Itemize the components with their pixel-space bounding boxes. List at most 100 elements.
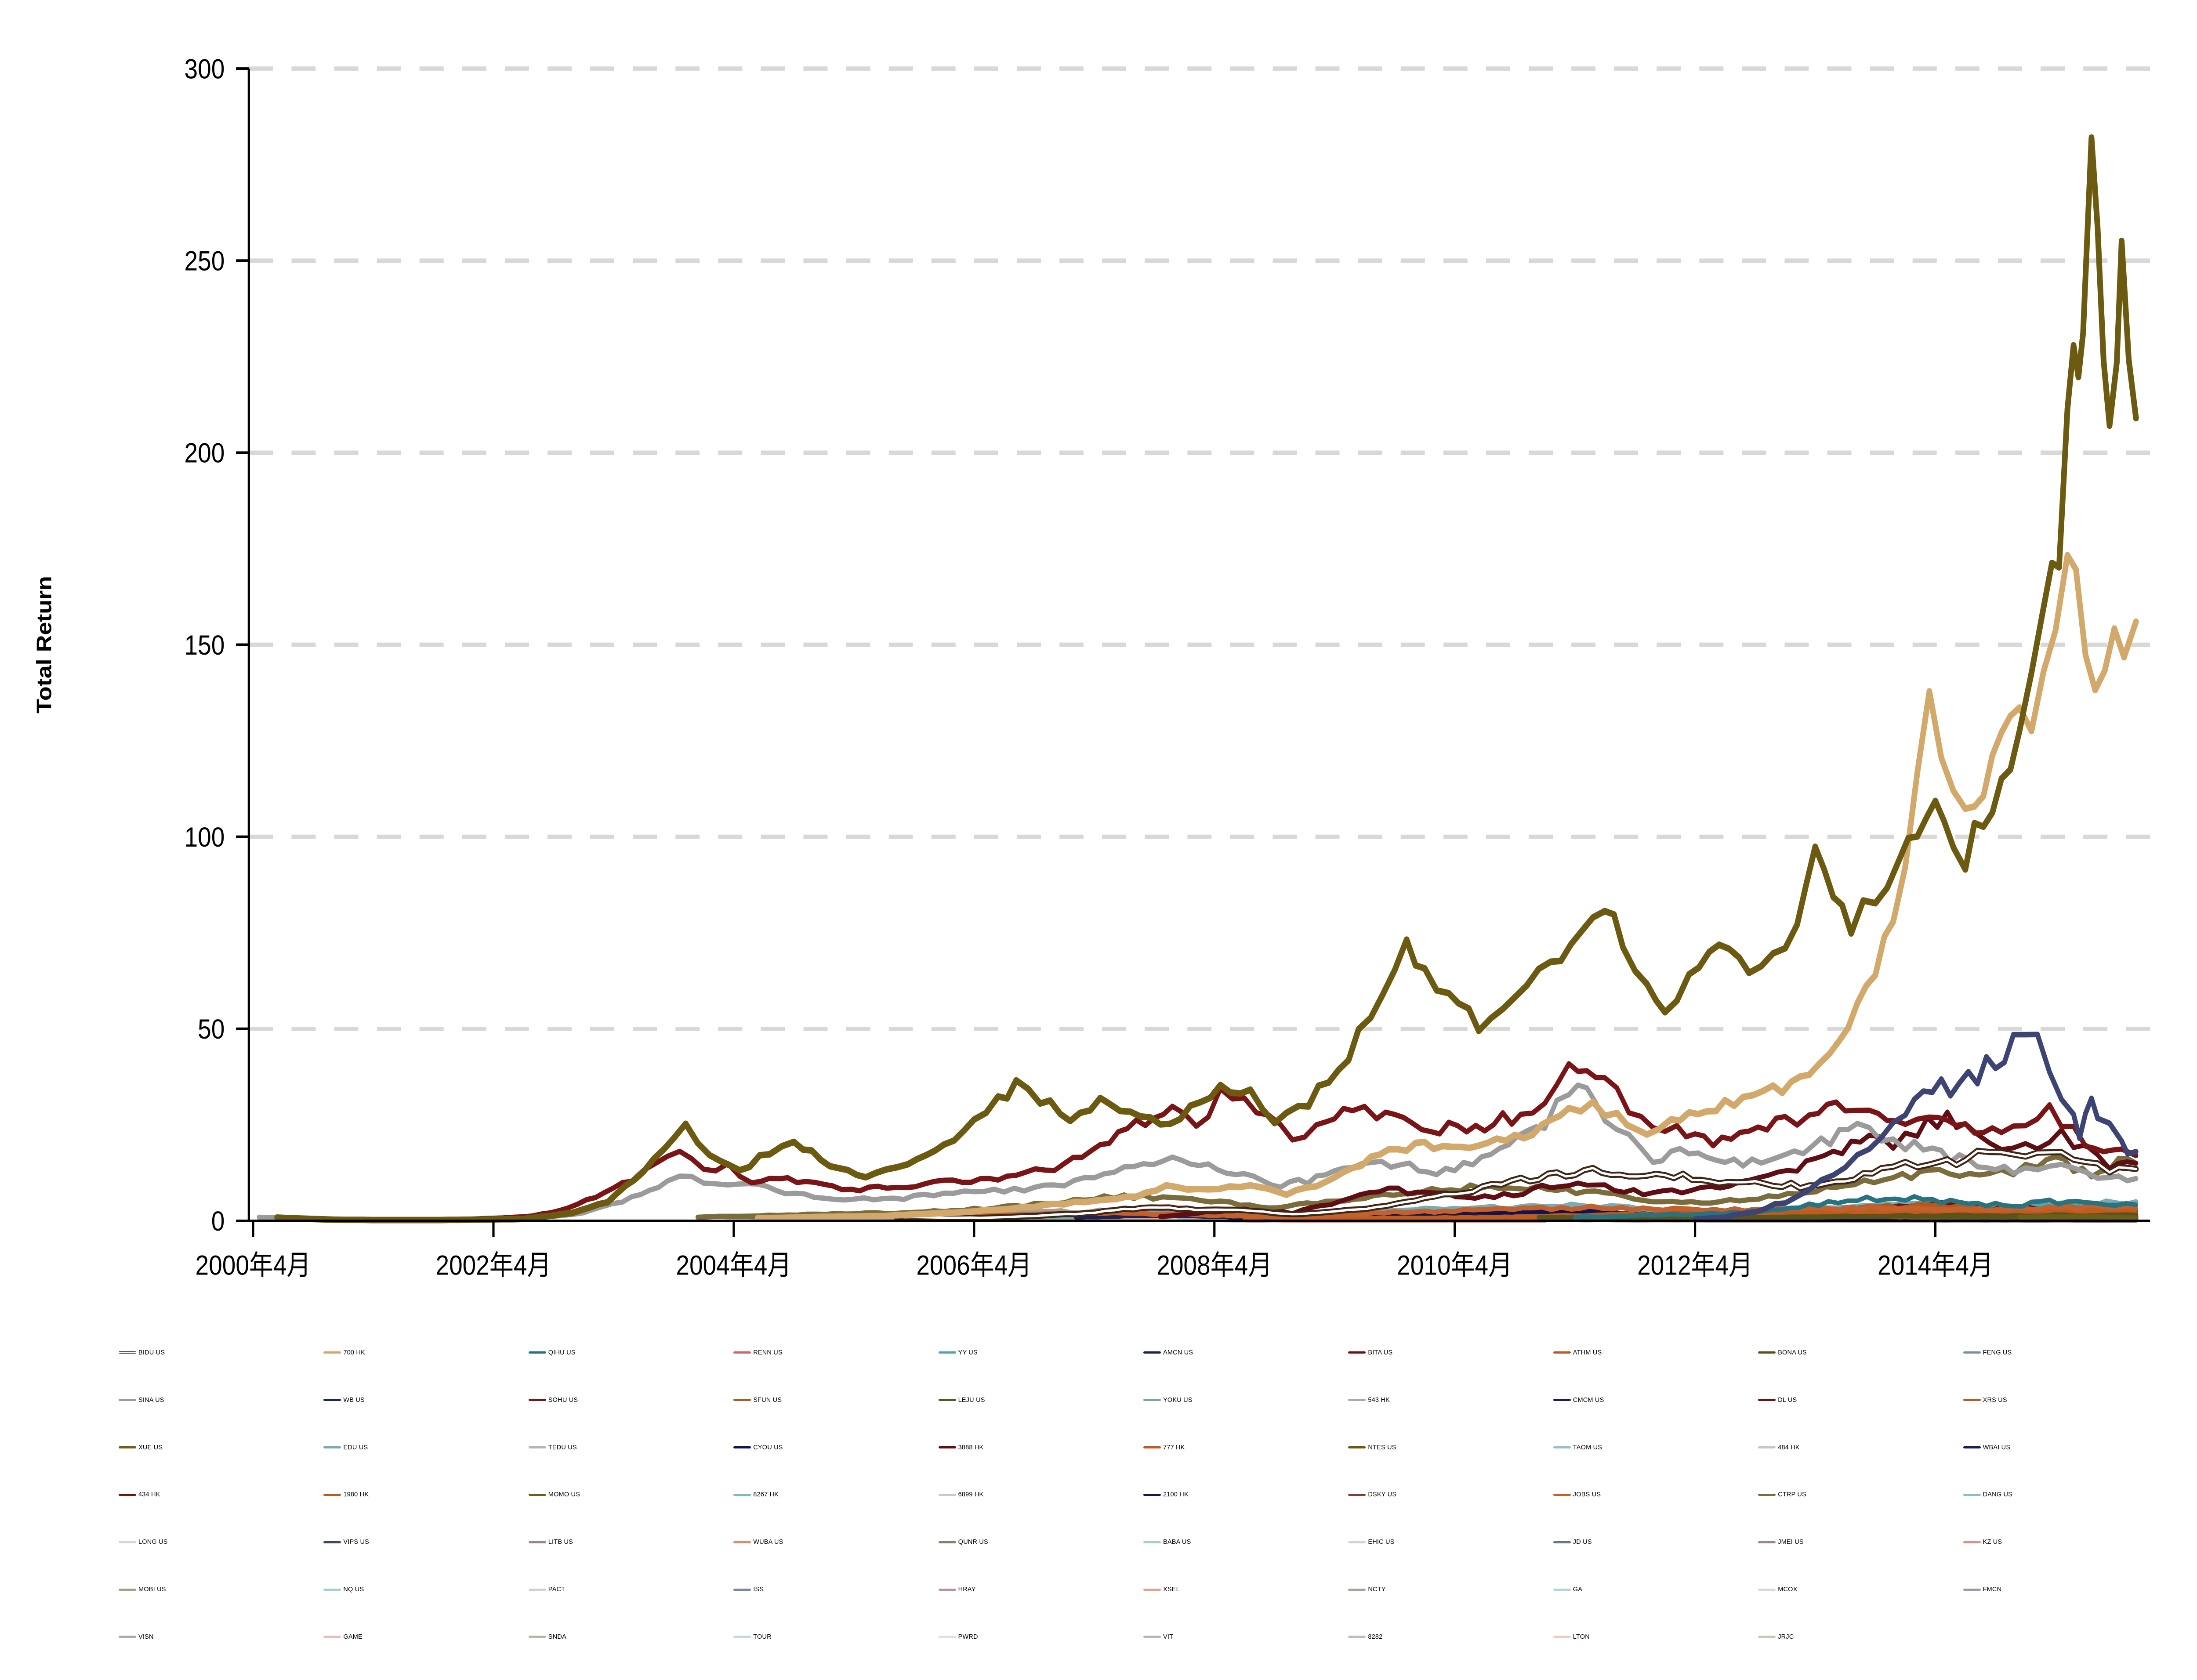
legend-item-wb-us: WB US xyxy=(323,1382,526,1419)
legend-item-wbai-us: WBAI US xyxy=(1963,1429,2166,1466)
legend-label: 1980 HK xyxy=(343,1491,369,1499)
x-tick-label: 2004年4月 xyxy=(676,1249,791,1281)
total-return-chart: 0 50 100 150 200 250 300 2000年4月 2002年4月 2004年4月 2… xyxy=(33,53,2150,1281)
legend-swatch-icon xyxy=(1143,1351,1161,1354)
x-tick-label: 2010年4月 xyxy=(1397,1249,1512,1281)
legend-item-cmcm-us: CMCM US xyxy=(1553,1382,1756,1419)
legend-swatch-icon xyxy=(1963,1493,1981,1496)
legend-item-feng-us: FENG US xyxy=(1963,1334,2166,1371)
legend-item-sina-us: SINA US xyxy=(119,1382,322,1419)
legend-swatch-icon xyxy=(1143,1399,1161,1401)
legend-label: XRS US xyxy=(1983,1396,2007,1404)
legend-swatch-icon xyxy=(1348,1351,1366,1354)
series-line-700-hk xyxy=(755,552,2139,1222)
legend-label: QUNR US xyxy=(958,1539,988,1546)
y-tick-label: 300 xyxy=(185,53,225,84)
legend-label: XSEL xyxy=(1163,1586,1180,1593)
series-line-qihu-us xyxy=(1573,1194,2138,1220)
legend-item-jrjc: JRJC xyxy=(1758,1618,1961,1655)
legend-label: SFUN US xyxy=(753,1396,782,1404)
legend-label: EHIC US xyxy=(1368,1539,1395,1546)
legend-item-jmei-us: JMEI US xyxy=(1758,1524,1961,1561)
legend-item-vips-us: VIPS US xyxy=(323,1524,526,1561)
legend-label: WUBA US xyxy=(753,1539,783,1546)
legend-item-leju-us: LEJU US xyxy=(938,1382,1142,1419)
legend-item-777-hk: 777 HK xyxy=(1143,1429,1346,1466)
legend-swatch-icon xyxy=(1963,1541,1981,1543)
legend-item-kz-us: KZ US xyxy=(1963,1524,2166,1561)
legend-swatch-icon xyxy=(119,1351,136,1354)
legend-label: MOMO US xyxy=(548,1491,580,1499)
legend-item-tour: TOUR xyxy=(733,1618,936,1655)
legend-label: LTON xyxy=(1573,1633,1590,1640)
legend-label: GA xyxy=(1573,1586,1583,1593)
legend-item-iss: ISS xyxy=(733,1571,936,1608)
legend-swatch-icon xyxy=(1553,1446,1571,1449)
legend-swatch-icon xyxy=(323,1541,341,1543)
legend-label: 484 HK xyxy=(1778,1444,1800,1451)
legend-swatch-icon xyxy=(1553,1399,1571,1401)
legend-item-ntes-us: NTES US xyxy=(1348,1429,1551,1466)
legend-swatch-icon xyxy=(528,1399,546,1401)
legend-swatch-icon xyxy=(1553,1541,1571,1543)
legend-label: BITA US xyxy=(1368,1349,1393,1356)
legend-swatch-icon xyxy=(1758,1446,1776,1449)
legend-item-sohu-us: SOHU US xyxy=(528,1382,732,1419)
legend-label: LITB US xyxy=(548,1539,573,1546)
legend-label: SOHU US xyxy=(548,1396,578,1404)
legend-swatch-icon xyxy=(1348,1588,1366,1591)
legend-swatch-icon xyxy=(528,1636,546,1638)
legend-label: MOBI US xyxy=(138,1586,166,1593)
legend-swatch-icon xyxy=(1963,1446,1981,1449)
legend-label: 3888 HK xyxy=(958,1444,984,1451)
legend-item-tedu-us: TEDU US xyxy=(528,1429,732,1466)
legend-grid: BIDU US 700 HK QIHU US RENN US YY US AMCN US B… xyxy=(119,1334,2166,1655)
legend-swatch-icon xyxy=(938,1399,956,1401)
legend-swatch-icon xyxy=(938,1351,956,1354)
legend-item-xue-us: XUE US xyxy=(119,1429,322,1466)
legend-swatch-icon xyxy=(1348,1541,1366,1543)
legend-swatch-icon xyxy=(119,1636,136,1638)
series-line-momo-us xyxy=(2017,1214,2139,1220)
legend-swatch-icon xyxy=(938,1588,956,1591)
legend-item-6899-hk: 6899 HK xyxy=(938,1476,1142,1513)
y-tick-label: 100 xyxy=(185,821,225,852)
legend-swatch-icon xyxy=(1758,1351,1776,1354)
legend-swatch-icon xyxy=(528,1588,546,1591)
legend-label: 434 HK xyxy=(138,1491,160,1499)
legend-label: QIHU US xyxy=(548,1349,576,1356)
y-axis-title: Total Return xyxy=(33,576,56,713)
legend-item-2100-hk: 2100 HK xyxy=(1143,1476,1346,1513)
legend-swatch-icon xyxy=(1143,1636,1161,1638)
legend-item-edu-us: EDU US xyxy=(323,1429,526,1466)
legend-item-lton: LTON xyxy=(1553,1618,1756,1655)
legend-item-hray: HRAY xyxy=(938,1571,1142,1608)
legend-label: CTRP US xyxy=(1778,1491,1806,1499)
legend-swatch-icon xyxy=(323,1493,341,1496)
legend-label: GAME xyxy=(343,1633,363,1640)
y-tick-label: 50 xyxy=(198,1013,225,1044)
legend-item-jd-us: JD US xyxy=(1553,1524,1756,1561)
legend-swatch-icon xyxy=(119,1493,136,1496)
legend-item-baba-us: BABA US xyxy=(1143,1524,1346,1561)
legend-label: VISN xyxy=(138,1633,154,1640)
legend-item-ga: GA xyxy=(1553,1571,1756,1608)
legend-label: DSKY US xyxy=(1368,1491,1397,1499)
legend-swatch-icon xyxy=(528,1351,546,1354)
legend-item-litb-us: LITB US xyxy=(528,1524,732,1561)
legend-swatch-icon xyxy=(733,1493,751,1496)
legend-label: SINA US xyxy=(138,1396,164,1404)
legend-swatch-icon xyxy=(1553,1588,1571,1591)
legend-item-xsel: XSEL xyxy=(1143,1571,1346,1608)
legend-label: JD US xyxy=(1573,1539,1592,1546)
legend-item-snda: SNDA xyxy=(528,1618,732,1655)
legend-label: DL US xyxy=(1778,1396,1797,1404)
legend-item-543-hk: 543 HK xyxy=(1348,1382,1551,1419)
legend-label: EDU US xyxy=(343,1444,368,1451)
legend-label: BABA US xyxy=(1163,1539,1191,1546)
legend-item-700-hk: 700 HK xyxy=(323,1334,526,1371)
legend-label: BONA US xyxy=(1778,1349,1807,1356)
legend-swatch-icon xyxy=(1553,1493,1571,1496)
legend-label: JOBS US xyxy=(1573,1491,1601,1499)
